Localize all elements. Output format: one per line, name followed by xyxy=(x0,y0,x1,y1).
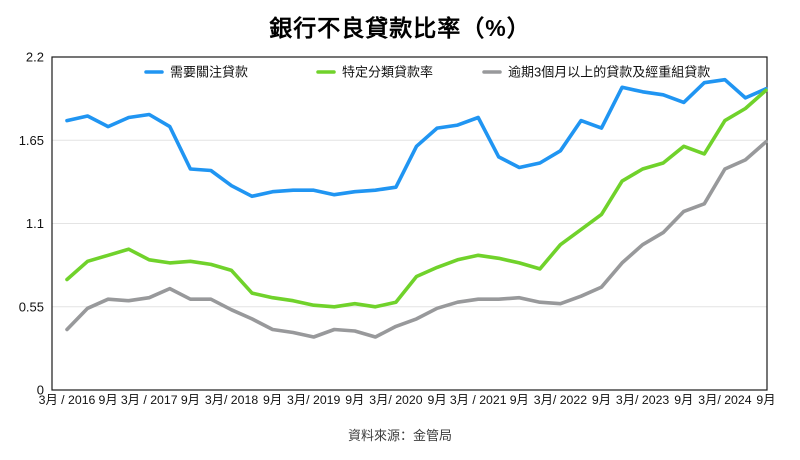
x-tick-label: 3月/ 2024 xyxy=(698,393,751,407)
y-tick-label: 2.2 xyxy=(26,50,44,65)
y-tick-label: 0.55 xyxy=(19,299,44,314)
x-tick-label: 9月 xyxy=(181,393,200,407)
x-tick-label: 9月 xyxy=(428,393,447,407)
x-tick-label: 3月/ 2023 xyxy=(616,393,669,407)
x-tick-label: 9月 xyxy=(345,393,364,407)
x-tick-label: 3月 / 2021 xyxy=(450,393,507,407)
legend-item-2[interactable]: 逾期3個月以上的貸款及經重組貸款 xyxy=(482,65,710,80)
source-note: 資料來源：金管局 xyxy=(347,428,452,443)
plot-border xyxy=(51,56,768,391)
series-line-0 xyxy=(65,77,768,199)
x-tick-label: 3月/ 2022 xyxy=(534,393,587,407)
x-tick-label: 3月/ 2019 xyxy=(287,393,340,407)
x-tick-label: 3月/ 2018 xyxy=(205,393,258,407)
y-tick-label: 1.65 xyxy=(19,133,44,148)
x-tick-label: 9月 xyxy=(592,393,611,407)
x-tick-label: 3月 / 2016 xyxy=(39,393,96,407)
x-tick-label: 9月 xyxy=(674,393,693,407)
y-tick-label: 1.1 xyxy=(26,216,44,231)
legend-item-1[interactable]: 特定分類貸款率 xyxy=(316,65,433,80)
chart-title: 銀行不良貸款比率（%） xyxy=(269,15,531,41)
legend-label: 逾期3個月以上的貸款及經重組貸款 xyxy=(508,65,710,80)
series-line-1 xyxy=(65,88,768,309)
x-tick-label: 9月 xyxy=(263,393,282,407)
legend-label: 特定分類貸款率 xyxy=(342,65,433,80)
x-tick-label: 9月 xyxy=(510,393,529,407)
y-tick-label: 0 xyxy=(37,383,44,398)
x-tick-label: 9月 xyxy=(756,393,775,407)
legend-label: 需要關注貸款 xyxy=(170,65,248,80)
x-tick-label: 3月/ 2020 xyxy=(369,393,422,407)
x-tick-label: 9月 xyxy=(99,393,118,407)
series-line-2 xyxy=(65,140,768,339)
x-tick-label: 3月 / 2017 xyxy=(121,393,178,407)
legend-item-0[interactable]: 需要關注貸款 xyxy=(144,65,248,80)
